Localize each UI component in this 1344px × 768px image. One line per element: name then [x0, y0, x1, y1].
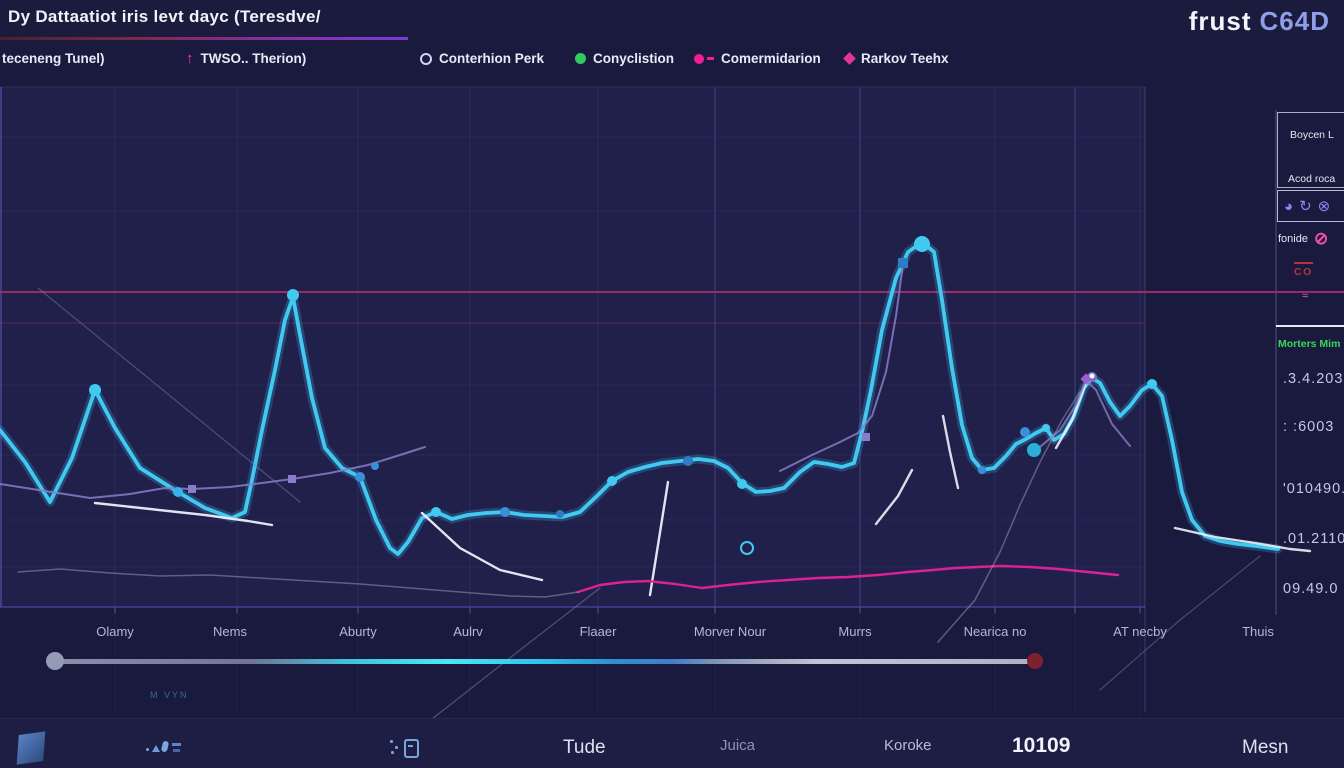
- x-axis-label: Aulrv: [453, 624, 483, 639]
- range-slider-track[interactable]: [57, 659, 1035, 664]
- legend-item-conterhion[interactable]: Conterhion Perk: [420, 51, 544, 66]
- panel-title: Boycen L: [1290, 129, 1334, 141]
- green-dot-icon: [575, 53, 586, 64]
- footer-item-koroke[interactable]: Koroke: [884, 737, 932, 754]
- y-axis-value: '010490.: [1283, 481, 1344, 497]
- footer-item-tude[interactable]: Tude: [563, 737, 606, 758]
- panel-icon-row: ◕ ↻ ⊗: [1277, 190, 1344, 222]
- pink-dash-icon: [707, 57, 714, 60]
- right-axis-values: .3.4.203 : :6003 '010490. .01.21105 09.49.0: [1281, 0, 1344, 768]
- footer-icon-cluster-2[interactable]: [390, 739, 430, 759]
- pink-dot-icon: [694, 53, 704, 64]
- x-axis-label: Flaaer: [579, 624, 617, 639]
- panel-subtitle: Acod roca: [1288, 173, 1336, 185]
- no-entry-icon: ⊘: [1313, 229, 1329, 248]
- legend-item-teceneng[interactable]: teceneng Tunel): [2, 51, 105, 66]
- globe-icon[interactable]: ⊗: [1317, 197, 1331, 215]
- x-axis-label: AT necby: [1113, 624, 1167, 639]
- footer-bar: Tude Juica Koroke 10109 Mesn: [0, 718, 1344, 768]
- folded-corner-icon: [16, 731, 46, 765]
- slider-handle-left[interactable]: [46, 652, 64, 670]
- footer-item-count: 10109: [1012, 734, 1071, 757]
- x-axis-label: Thuis: [1242, 624, 1274, 639]
- x-axis-label: Nems: [213, 624, 247, 639]
- pie-chart-icon[interactable]: ◕: [1284, 197, 1294, 215]
- legend-item-rarkov[interactable]: Rarkov Teehx: [843, 51, 949, 66]
- brand-logo: frust C64D: [1189, 6, 1330, 37]
- x-axis-label: Nearica no: [963, 624, 1027, 639]
- legend-item-conyclistion[interactable]: Conyclistion: [575, 51, 674, 66]
- y-axis-value: .3.4.203: [1283, 371, 1344, 387]
- legend-label: teceneng Tunel): [2, 51, 105, 66]
- legend-item-twso[interactable]: ↑ TWSO.. Therion): [186, 51, 306, 66]
- tilde-mark: ≈: [1302, 290, 1309, 302]
- legend-label: Conterhion Perk: [439, 51, 545, 66]
- legend-label: Rarkov Teehx: [861, 51, 949, 66]
- y-axis-value: .01.21105: [1283, 531, 1344, 547]
- x-axis-labels: Olamy Nems Aburty Aulrv Flaaer Morver Nour Mur…: [0, 624, 1344, 644]
- footer-item-mesn[interactable]: Mesn: [1242, 737, 1289, 758]
- diamond-icon: [843, 52, 856, 65]
- footer-icon-cluster-1[interactable]: [146, 739, 186, 759]
- chart-legend: teceneng Tunel) ↑ TWSO.. Therion) Conter…: [0, 48, 1344, 78]
- panel-info-box: Boycen L Acod roca: [1277, 112, 1344, 188]
- refresh-icon[interactable]: ↻: [1299, 197, 1312, 215]
- logo-text-primary: frust: [1188, 6, 1252, 36]
- legend-label: Conyclistion: [593, 51, 675, 66]
- side-panel: Boycen L Acod roca ◕ ↻ ⊗ fonide ⊘ CO ≈ M…: [1276, 104, 1344, 624]
- x-axis-label: Aburty: [339, 624, 377, 639]
- logo-text-secondary: C64D: [1259, 6, 1330, 36]
- status-badge: CO: [1294, 262, 1313, 278]
- title-underline: [0, 37, 408, 40]
- page-title: Dy Dattaatiot iris levt dayc (Teresdve/: [8, 7, 321, 26]
- panel-section-label: Morters Mim: [1278, 338, 1341, 350]
- panel-divider: [1276, 325, 1344, 327]
- footer-item-juica[interactable]: Juica: [720, 737, 756, 754]
- legend-label: TWSO.. Therion): [200, 51, 307, 66]
- x-axis-label: Murrs: [838, 624, 872, 639]
- slider-caption: M VYN: [150, 690, 189, 700]
- legend-item-comermidarion[interactable]: Comermidarion: [694, 51, 821, 66]
- arrow-up-icon: ↑: [186, 50, 194, 67]
- x-axis-label: Olamy: [96, 624, 134, 639]
- circle-outline-icon: [420, 52, 432, 65]
- header: Dy Dattaatiot iris levt dayc (Teresdve/ …: [0, 0, 1344, 46]
- x-axis-label: Morver Nour: [693, 624, 767, 639]
- toggle-label: fonide: [1278, 232, 1308, 245]
- panel-toggle[interactable]: fonide ⊘: [1278, 230, 1328, 247]
- legend-label: Comermidarion: [721, 51, 821, 66]
- y-axis-value: 09.49.0: [1283, 581, 1339, 597]
- y-axis-value: : :6003: [1283, 419, 1335, 435]
- slider-handle-right[interactable]: [1027, 653, 1043, 669]
